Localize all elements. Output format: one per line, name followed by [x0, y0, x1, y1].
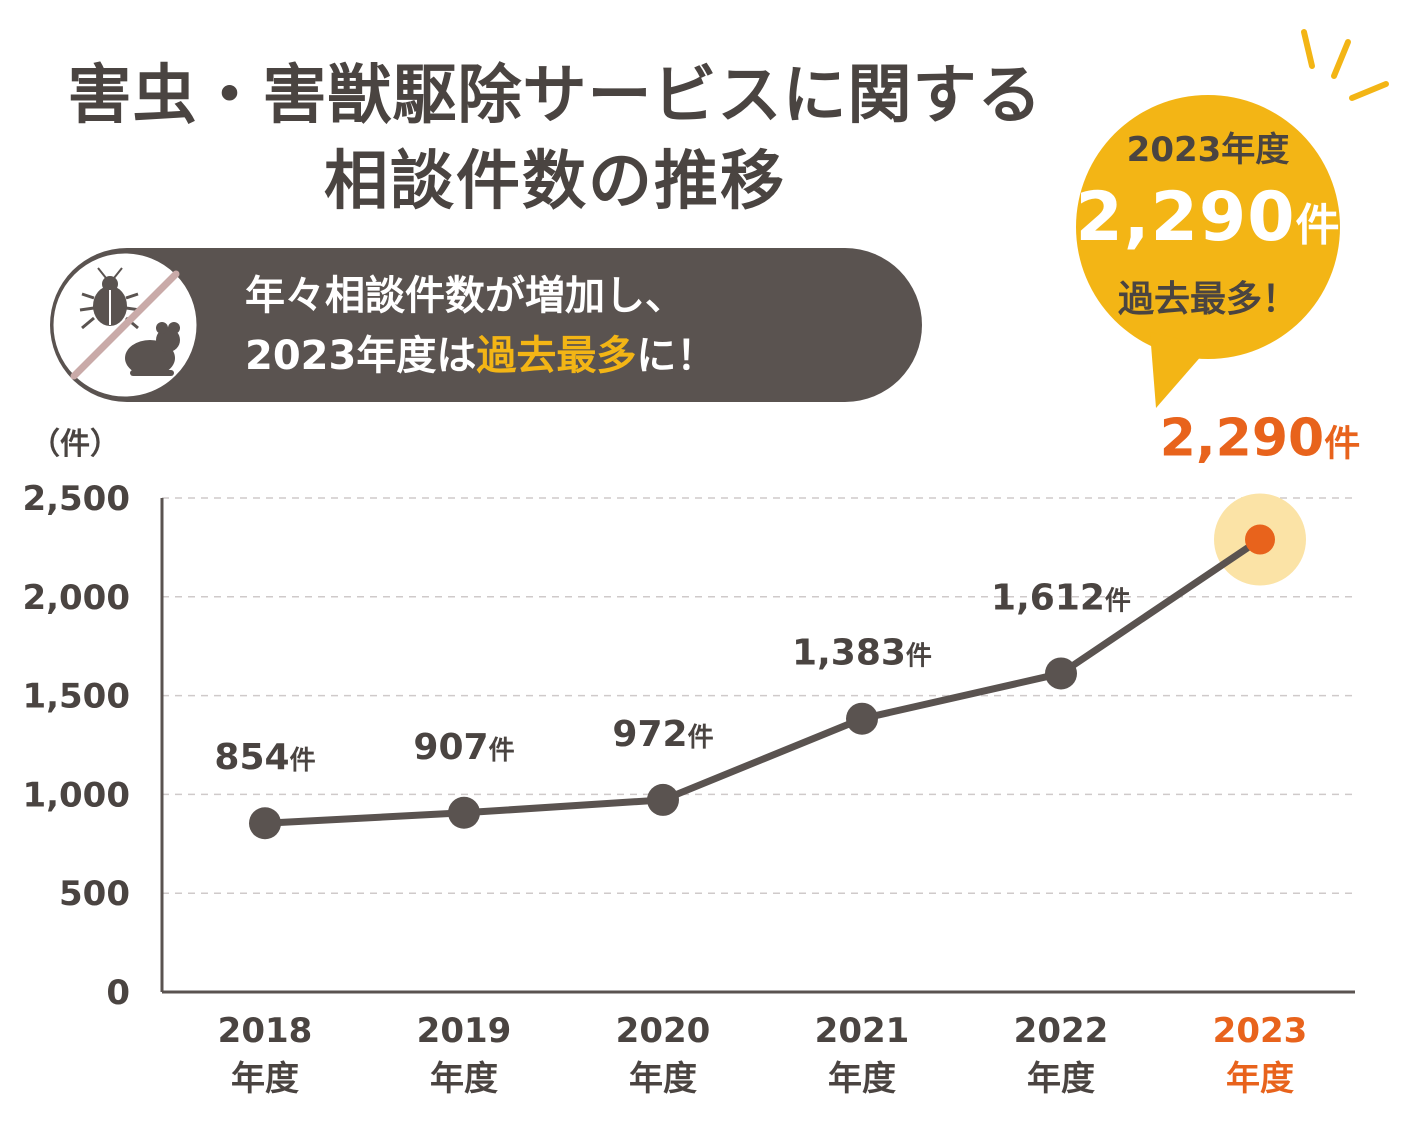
data-label: 972件 [612, 714, 713, 755]
sparkle-lines-icon [1301, 29, 1389, 101]
x-tick-label: 2022 [1014, 1011, 1109, 1051]
banner-text: 年々相談件数が増加し、 2023年度は過去最多に！ [245, 266, 716, 386]
data-label-value: 2,290 [1160, 410, 1324, 468]
x-tick-label: 2021 [815, 1011, 910, 1051]
data-label: 854件 [214, 737, 315, 778]
data-label-unit: 件 [1324, 423, 1360, 464]
page-title-line2: 相談件数の推移 [324, 145, 786, 219]
data-label: 1,612件 [991, 577, 1131, 618]
x-tick-suffix: 年度 [1226, 1059, 1294, 1099]
banner-line2: 2023年度は過去最多に！ [245, 326, 716, 386]
callout-count-unit: 件 [1295, 200, 1341, 251]
x-tick-suffix: 年度 [1027, 1059, 1095, 1099]
data-point [1245, 524, 1275, 555]
data-label-value: 972 [612, 714, 687, 755]
data-label: 2,290件 [1160, 410, 1361, 468]
x-tick-label: 2023 [1213, 1011, 1308, 1051]
callout-count-value: 2,290 [1075, 178, 1296, 257]
no-pests-icon [50, 250, 200, 400]
data-point [647, 783, 679, 816]
callout-year: 2023年度 [1126, 130, 1290, 170]
x-tick-label: 2018 [218, 1011, 313, 1051]
series-line [264, 536, 1262, 827]
data-label-value: 1,383 [792, 633, 906, 674]
callout-record: 過去最多！ [1117, 279, 1298, 320]
data-label-unit: 件 [290, 746, 316, 776]
data-point [1045, 657, 1077, 690]
y-tick-label: 2,500 [22, 479, 130, 519]
y-unit-label: （件） [30, 427, 120, 462]
data-point [846, 702, 878, 735]
data-label-value: 1,612 [991, 577, 1105, 618]
y-tick-label: 2,000 [22, 578, 130, 618]
x-tick-label: 2020 [616, 1011, 711, 1051]
data-point [249, 807, 281, 840]
data-point [448, 796, 480, 829]
data-label-value: 907 [413, 727, 488, 768]
page-title-line1: 害虫・害獣駆除サービスに関する [67, 59, 1043, 133]
y-tick-label: 1,500 [22, 677, 130, 717]
data-label-unit: 件 [1105, 586, 1131, 616]
data-label-unit: 件 [489, 736, 515, 766]
summary-banner: 年々相談件数が増加し、 2023年度は過去最多に！ [50, 248, 922, 402]
line-chart: 0 500 1,000 1,500 2,000 2,500 （件） 2018 年度 2019 年度 2… [22, 410, 1361, 1099]
data-label: 907件 [413, 727, 514, 768]
x-tick-suffix: 年度 [231, 1059, 299, 1099]
x-tick-suffix: 年度 [430, 1059, 498, 1099]
banner-highlight: 過去最多 [476, 333, 637, 379]
data-label: 1,383件 [792, 633, 932, 674]
data-label-unit: 件 [906, 642, 932, 672]
data-label-value: 854 [214, 737, 289, 778]
callout-count: 2,290件 [1040, 178, 1376, 257]
banner-line2-suffix: に！ [636, 333, 717, 379]
banner-line1: 年々相談件数が増加し、 [245, 273, 685, 319]
record-callout-bubble [1076, 95, 1340, 408]
banner-line2-prefix: 2023年度は [245, 333, 477, 379]
x-tick-suffix: 年度 [828, 1059, 896, 1099]
x-tick-label: 2019 [417, 1011, 512, 1051]
data-label-unit: 件 [688, 723, 714, 753]
y-tick-label: 500 [59, 874, 130, 914]
y-tick-label: 0 [106, 973, 130, 1013]
x-tick-suffix: 年度 [629, 1059, 697, 1099]
y-tick-label: 1,000 [22, 775, 130, 815]
